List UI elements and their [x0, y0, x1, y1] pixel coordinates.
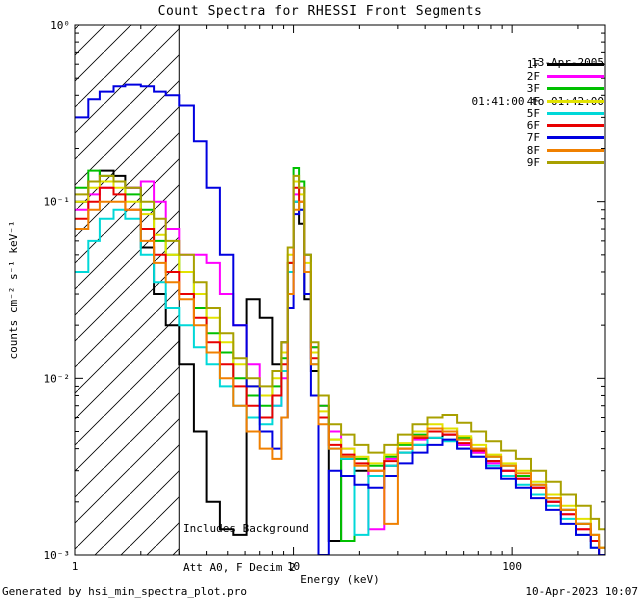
legend-entry-9f: 9F [527, 156, 604, 168]
series-9f [75, 174, 605, 531]
spectra-series [75, 83, 605, 555]
legend-line-swatch [547, 111, 604, 115]
legend-line-swatch [547, 74, 604, 78]
x-tick-label: 10 [287, 560, 300, 573]
y-tick-label: 10⁰ [50, 19, 70, 32]
legend: 1F 2F 3F 4F 5F 6F 7F 8F 9F [527, 58, 604, 169]
legend-entry-1f: 1F [527, 58, 604, 70]
y-tick-label: 10⁻³ [44, 549, 71, 562]
legend-label: 4F [526, 94, 540, 108]
chart-title: Count Spectra for RHESSI Front Segments [157, 4, 483, 19]
x-tick-label: 100 [502, 560, 522, 573]
plot-frame [74, 24, 606, 556]
legend-entry-2f: 2F [527, 70, 604, 82]
x-tick-label: 1 [72, 560, 79, 573]
legend-label: 9F [526, 156, 540, 170]
legend-entry-8f: 8F [527, 144, 604, 156]
generated-by-text: Generated by hsi_min_spectra_plot.pro [2, 585, 248, 598]
hatch-region [75, 25, 180, 555]
y-tick-label: 10⁻¹ [44, 196, 71, 209]
legend-line-swatch [547, 62, 604, 66]
legend-line-swatch [547, 99, 604, 103]
legend-line-swatch [547, 124, 604, 128]
annotation-attenuator: Att A0, F Decim 2 [183, 561, 296, 574]
legend-label: 5F [526, 106, 540, 120]
render-timestamp: 10-Apr-2023 10:07 [525, 585, 638, 598]
legend-entry-6f: 6F [527, 119, 604, 131]
legend-line-swatch [547, 87, 604, 91]
legend-label: 6F [526, 119, 540, 133]
legend-entry-3f: 3F [527, 83, 604, 95]
legend-entry-5f: 5F [527, 107, 604, 119]
x-axis-title: Energy (keV) [300, 573, 379, 586]
y-tick-label: 10⁻² [44, 372, 71, 385]
series-4f [75, 180, 605, 549]
legend-line-swatch [547, 136, 604, 140]
legend-label: 7F [526, 131, 540, 145]
legend-label: 2F [526, 69, 540, 83]
legend-entry-7f: 7F [527, 132, 604, 144]
legend-label: 3F [526, 82, 540, 96]
legend-line-swatch [547, 148, 604, 152]
legend-entry-4f: 4F [527, 95, 604, 107]
legend-line-swatch [547, 161, 604, 165]
legend-label: 8F [526, 143, 540, 157]
series-6f [75, 186, 605, 555]
plot-annotations: Includes Background Att A0, F Decim 2 [183, 496, 309, 600]
y-axis-title: counts cm⁻² s⁻¹ keV⁻¹ [7, 220, 20, 359]
annotation-background: Includes Background [183, 522, 309, 535]
series-7f [75, 83, 605, 555]
observation-date: 13-Apr-2005 [472, 56, 604, 69]
legend-label: 1F [526, 57, 540, 71]
